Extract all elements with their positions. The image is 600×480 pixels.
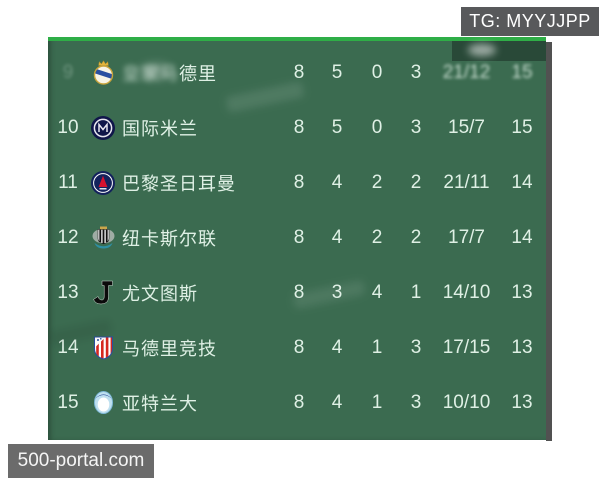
rank-number: 15 <box>57 391 79 413</box>
goals-for-against: 21/12 <box>442 61 491 83</box>
goals-for-against: 17/15 <box>442 336 491 358</box>
matches-played: 8 <box>293 226 305 248</box>
matches-played: 8 <box>293 281 305 303</box>
blur-blob <box>468 44 496 56</box>
standings-row[interactable]: 14 马德里竞技 8 4 1 3 17/15 13 <box>48 320 546 375</box>
team-name: 纽卡斯尔联 <box>122 228 217 249</box>
matches-lost: 2 <box>410 171 422 193</box>
standings-row[interactable]: 10 国际米兰 8 5 0 3 15/7 15 <box>48 100 546 155</box>
rank-number: 10 <box>57 116 79 138</box>
matches-lost: 1 <box>410 281 422 303</box>
matches-won: 4 <box>331 226 343 248</box>
matches-drawn: 2 <box>371 226 383 248</box>
points: 13 <box>511 336 533 358</box>
matches-drawn: 4 <box>371 281 383 303</box>
inter-milan-crest-icon <box>88 115 118 141</box>
matches-drawn: 1 <box>371 391 383 413</box>
goals-for-against: 14/10 <box>442 281 491 303</box>
matches-lost: 3 <box>410 336 422 358</box>
standings-row[interactable]: 13 尤文图斯 8 3 4 1 14/10 13 <box>48 265 546 320</box>
atletico-madrid-crest-icon <box>88 334 118 361</box>
team-name: 尤文图斯 <box>122 283 198 304</box>
goals-for-against: 17/7 <box>448 226 485 248</box>
standings-row[interactable]: 12 纽卡斯尔联 8 4 2 2 17/7 14 <box>48 210 546 265</box>
goals-for-against: 21/11 <box>443 171 490 193</box>
matches-won: 5 <box>331 61 343 83</box>
matches-drawn: 0 <box>371 61 383 83</box>
juventus-crest-icon <box>88 279 118 306</box>
newcastle-crest-icon <box>88 224 118 251</box>
matches-won: 3 <box>331 281 343 303</box>
matches-drawn: 2 <box>371 171 383 193</box>
rank-number: 13 <box>57 281 79 303</box>
matches-lost: 2 <box>410 226 422 248</box>
real-madrid-crest-icon <box>88 59 118 86</box>
standings-row[interactable]: 11 巴黎圣日耳曼 8 4 2 2 21/11 14 <box>48 155 546 210</box>
censor-blur-patch <box>452 41 546 61</box>
table-drop-shadow <box>546 42 552 441</box>
name-blur-smudge <box>140 64 172 79</box>
rank-number: 14 <box>57 336 79 358</box>
psg-crest-icon <box>88 170 118 196</box>
rank-number: 12 <box>57 226 79 248</box>
team-name: 马德里竞技 <box>122 338 217 359</box>
points: 15 <box>511 116 533 138</box>
matches-lost: 3 <box>410 391 422 413</box>
standings-row[interactable]: 15 亚特兰大 8 4 1 3 10/10 13 <box>48 375 546 430</box>
standings-rows: 9 皇家马 德里 8 5 0 3 21/12 15 10 国际米兰 8 5 0 3… <box>48 41 546 430</box>
atalanta-crest-icon <box>88 389 118 416</box>
standings-row[interactable]: 9 皇家马 德里 8 5 0 3 21/12 15 <box>48 45 546 100</box>
points: 13 <box>511 281 533 303</box>
points: 14 <box>511 226 533 248</box>
team-name: 巴黎圣日耳曼 <box>122 173 236 194</box>
matches-played: 8 <box>293 171 305 193</box>
matches-played: 8 <box>293 61 305 83</box>
points: 14 <box>511 171 533 193</box>
matches-lost: 3 <box>410 116 422 138</box>
matches-drawn: 1 <box>371 336 383 358</box>
rank-number: 11 <box>58 171 78 193</box>
goals-for-against: 15/7 <box>448 116 485 138</box>
standings-table: 9 皇家马 德里 8 5 0 3 21/12 15 10 国际米兰 8 5 0 3… <box>48 37 546 440</box>
rank-number: 9 <box>62 61 74 83</box>
matches-played: 8 <box>293 116 305 138</box>
matches-won: 4 <box>331 391 343 413</box>
team-name: 皇家马 德里 <box>122 63 217 84</box>
matches-won: 4 <box>331 336 343 358</box>
matches-won: 4 <box>331 171 343 193</box>
team-name: 亚特兰大 <box>122 393 198 414</box>
points: 13 <box>511 391 533 413</box>
matches-played: 8 <box>293 336 305 358</box>
tg-contact-badge: TG: MYYJJPP <box>461 7 599 36</box>
matches-won: 5 <box>331 116 343 138</box>
table-top-strip <box>48 37 546 41</box>
matches-lost: 3 <box>410 61 422 83</box>
matches-played: 8 <box>293 391 305 413</box>
team-name: 国际米兰 <box>122 118 198 139</box>
points: 15 <box>511 61 533 83</box>
matches-drawn: 0 <box>371 116 383 138</box>
site-url-badge: 500-portal.com <box>8 444 154 478</box>
goals-for-against: 10/10 <box>442 391 491 413</box>
